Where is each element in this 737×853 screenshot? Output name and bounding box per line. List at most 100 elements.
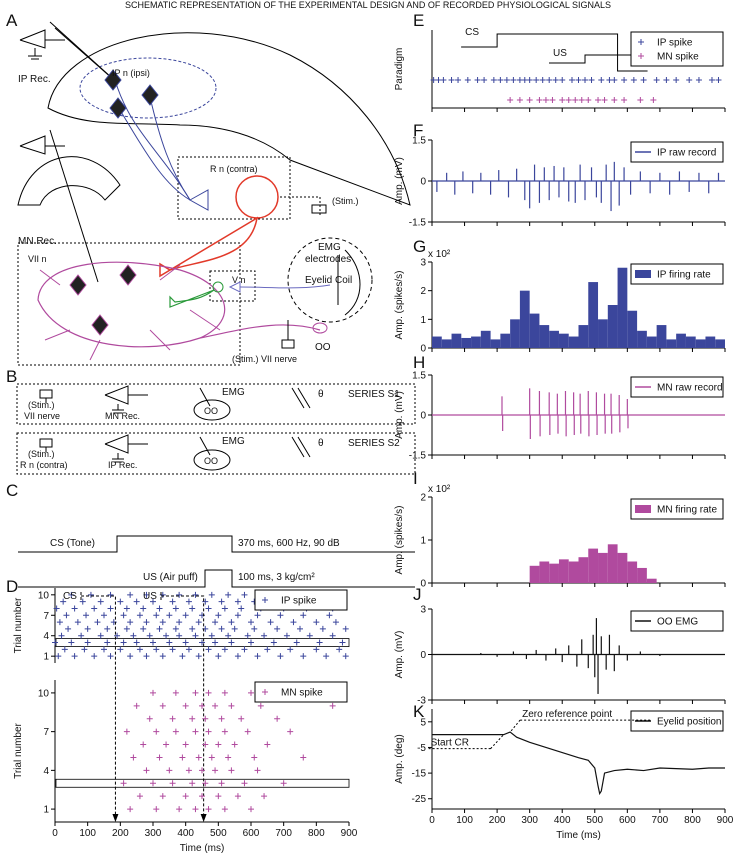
schematic-shape <box>19 135 65 155</box>
spike <box>630 77 637 83</box>
x-axis-label: Time (ms) <box>556 830 601 841</box>
spike <box>101 612 107 619</box>
x-tick-label: 0 <box>52 828 58 839</box>
spike <box>542 97 549 103</box>
legend-label: Eyelid position <box>657 717 721 728</box>
schematic-shape <box>159 216 259 278</box>
label: Eyelid Coil <box>305 275 352 286</box>
spike <box>123 728 130 735</box>
spike <box>192 728 199 735</box>
label: US (Air puff) <box>143 572 198 583</box>
spike <box>221 605 228 612</box>
bar <box>627 310 638 348</box>
marker-arrow <box>200 814 207 822</box>
legend-label: IP raw record <box>657 148 716 159</box>
legend-label: MN spike <box>657 52 699 63</box>
spike <box>663 77 670 83</box>
spike <box>143 619 150 626</box>
spike <box>526 77 533 83</box>
spike <box>127 806 134 813</box>
spike <box>215 653 222 660</box>
spike <box>185 646 192 653</box>
spike <box>104 639 111 646</box>
spike <box>228 767 235 774</box>
y-tick-label: 5 <box>420 717 426 728</box>
spike <box>78 632 85 639</box>
schematic-shape <box>114 79 191 201</box>
bar <box>441 339 452 348</box>
spike <box>241 591 248 598</box>
spike <box>133 598 140 605</box>
schematic-shape <box>39 434 148 463</box>
bar <box>432 336 442 348</box>
spike <box>248 806 254 813</box>
spike <box>293 639 300 646</box>
x-tick-label: 900 <box>717 815 734 826</box>
spike <box>218 598 225 605</box>
spike <box>455 77 462 83</box>
spike <box>611 77 618 83</box>
spike <box>127 591 134 598</box>
bar <box>588 282 599 348</box>
spike <box>481 77 488 83</box>
spike <box>637 97 644 103</box>
spike <box>267 619 274 626</box>
spike <box>565 97 572 103</box>
spike <box>497 77 504 83</box>
spike <box>225 591 232 598</box>
spike <box>127 653 134 660</box>
spike <box>329 632 336 639</box>
bar <box>598 319 608 348</box>
spike <box>490 77 497 83</box>
spike <box>202 715 209 722</box>
x-tick-label: 200 <box>112 828 129 839</box>
spike <box>143 767 150 774</box>
spike <box>153 728 160 735</box>
spike <box>332 619 339 626</box>
spike <box>274 715 281 722</box>
spike <box>192 591 199 598</box>
spike <box>176 591 183 598</box>
panel-label: C <box>6 481 18 500</box>
schematic-shape <box>291 387 311 409</box>
spike <box>166 767 173 774</box>
spike <box>221 728 228 735</box>
y-tick-label: 0 <box>420 177 426 188</box>
y-tick-label: -15 <box>412 769 427 780</box>
label: 100 ms, 3 kg/cm² <box>238 572 315 583</box>
legend-box <box>630 31 724 67</box>
y-tick-label: 1.5 <box>412 136 426 147</box>
schematic-shape <box>16 383 416 425</box>
spike <box>189 780 196 787</box>
spike <box>234 612 241 619</box>
spike <box>150 598 156 605</box>
spike <box>342 653 349 660</box>
spike <box>189 625 196 632</box>
spike <box>146 715 153 722</box>
spike <box>169 598 176 605</box>
spike <box>549 97 556 103</box>
spike <box>277 612 284 619</box>
spike <box>192 806 199 813</box>
spike <box>68 639 75 646</box>
spike <box>300 653 307 660</box>
spike <box>228 702 235 709</box>
spike <box>169 646 176 653</box>
spike <box>507 97 514 103</box>
series-boxes: (Stim.) VII nerve MN Rec. EMG OO θ SERIE… <box>16 383 416 475</box>
y-tick-label: 1 <box>43 805 49 816</box>
bar <box>666 339 677 348</box>
y-tick-label: 1.5 <box>412 371 426 382</box>
label: IP Rec. <box>108 460 137 470</box>
y-tick-label: -3 <box>417 696 426 707</box>
spike <box>215 741 222 748</box>
spike <box>71 605 78 612</box>
spike <box>101 646 107 653</box>
bar <box>490 339 501 348</box>
us-step <box>549 54 648 72</box>
spike <box>182 741 189 748</box>
panel-label: I <box>413 469 418 488</box>
spike <box>192 632 199 639</box>
bar <box>656 325 667 348</box>
spike <box>179 653 186 660</box>
